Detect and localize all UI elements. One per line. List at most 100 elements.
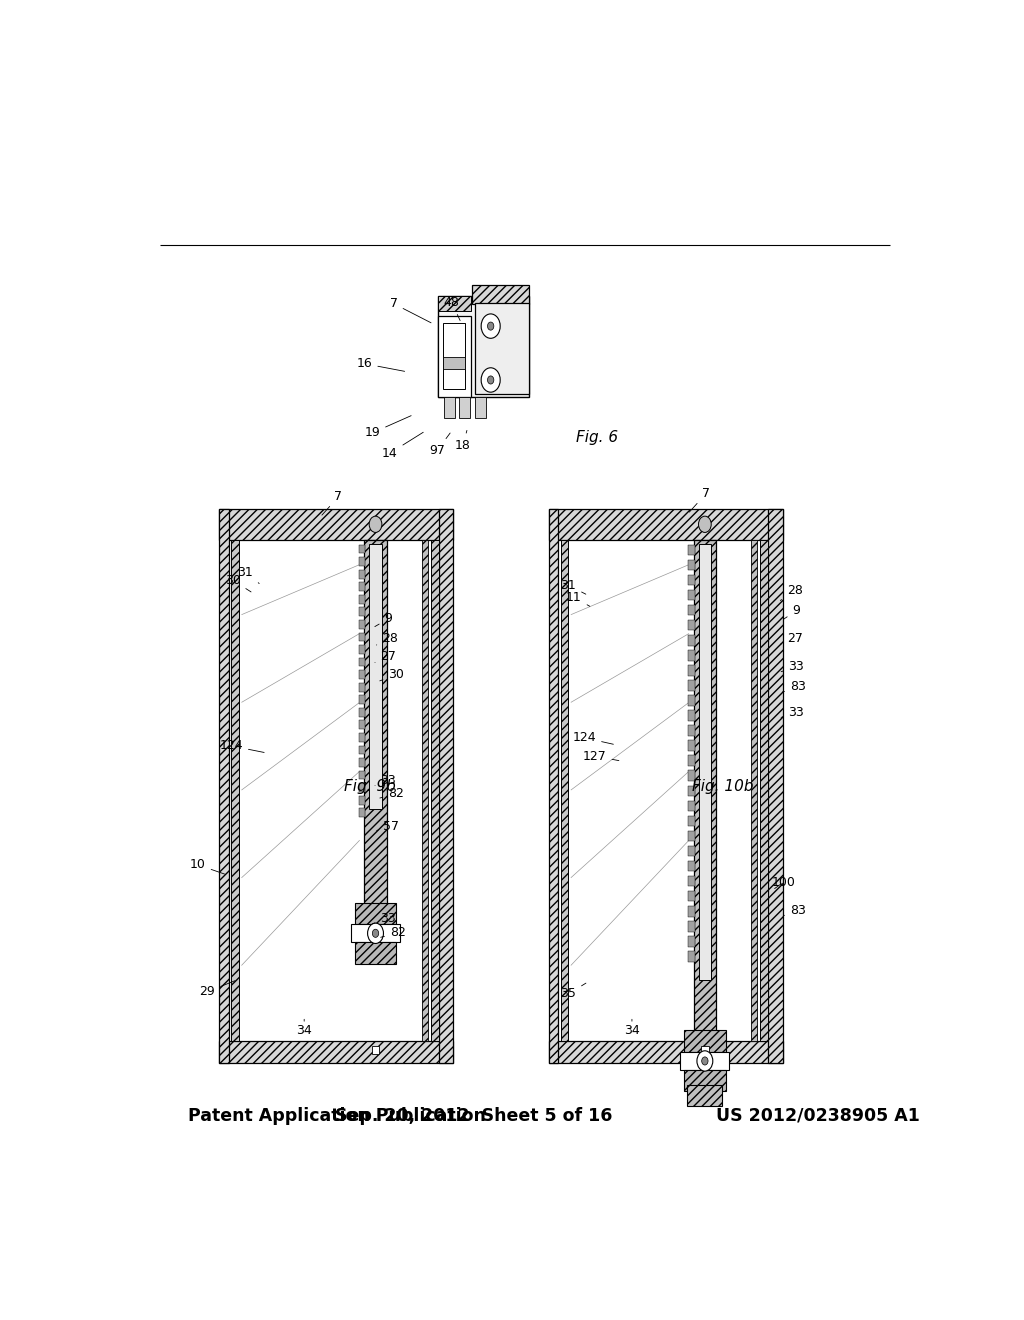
- Bar: [351, 924, 400, 942]
- Text: 9: 9: [375, 612, 392, 627]
- Bar: [688, 830, 694, 841]
- Bar: [688, 635, 694, 645]
- Text: 30: 30: [225, 574, 251, 591]
- Bar: [688, 936, 694, 946]
- Bar: [358, 721, 366, 729]
- Bar: [688, 816, 694, 826]
- Bar: [761, 540, 768, 1040]
- Bar: [688, 665, 694, 676]
- Bar: [549, 510, 782, 540]
- Bar: [688, 605, 694, 615]
- Bar: [688, 725, 694, 735]
- Bar: [358, 808, 366, 817]
- Bar: [549, 510, 558, 1063]
- Text: 19: 19: [365, 416, 412, 440]
- Text: 31: 31: [560, 578, 586, 594]
- Bar: [437, 315, 471, 397]
- Text: 28: 28: [780, 583, 803, 601]
- Text: Sep. 20, 2012  Sheet 5 of 16: Sep. 20, 2012 Sheet 5 of 16: [335, 1107, 612, 1125]
- Bar: [560, 540, 568, 1040]
- Bar: [358, 632, 366, 642]
- Bar: [358, 607, 366, 616]
- Bar: [688, 921, 694, 932]
- Bar: [475, 302, 528, 395]
- Text: 33: 33: [781, 660, 804, 673]
- Text: 28: 28: [377, 632, 398, 645]
- Bar: [684, 1031, 725, 1052]
- Text: 124: 124: [219, 739, 264, 752]
- Circle shape: [701, 1057, 708, 1065]
- Text: 34: 34: [296, 1019, 312, 1038]
- Text: 34: 34: [624, 1019, 640, 1038]
- Bar: [568, 540, 691, 1040]
- Bar: [700, 1045, 709, 1053]
- Bar: [693, 540, 716, 1036]
- Bar: [688, 649, 694, 660]
- Bar: [437, 296, 471, 312]
- Bar: [358, 545, 366, 553]
- Bar: [358, 771, 366, 779]
- Bar: [355, 942, 396, 964]
- Bar: [439, 510, 454, 1063]
- Text: 100: 100: [771, 875, 796, 888]
- Bar: [684, 1071, 725, 1092]
- Circle shape: [698, 516, 712, 532]
- Text: 82: 82: [381, 927, 406, 940]
- Bar: [355, 903, 396, 924]
- Text: 33: 33: [373, 912, 396, 925]
- Text: 9: 9: [783, 605, 800, 619]
- Text: 127: 127: [583, 750, 618, 763]
- Bar: [358, 645, 366, 653]
- Bar: [372, 1045, 380, 1053]
- Bar: [358, 657, 366, 667]
- Bar: [443, 397, 455, 417]
- Bar: [358, 671, 366, 678]
- Text: 18: 18: [455, 430, 471, 451]
- Bar: [459, 397, 470, 417]
- Circle shape: [373, 929, 379, 937]
- Text: 31: 31: [238, 565, 259, 583]
- Text: 27: 27: [375, 649, 396, 663]
- Bar: [688, 771, 694, 781]
- Text: 97: 97: [429, 433, 451, 457]
- Bar: [688, 620, 694, 631]
- Bar: [688, 590, 694, 601]
- Circle shape: [481, 368, 500, 392]
- Text: Patent Application Publication: Patent Application Publication: [187, 1107, 485, 1125]
- Text: 48: 48: [443, 296, 460, 321]
- Text: Fig. 6: Fig. 6: [577, 430, 618, 445]
- Bar: [688, 741, 694, 751]
- Bar: [688, 696, 694, 706]
- Bar: [768, 510, 782, 1063]
- Bar: [475, 397, 486, 417]
- Bar: [358, 708, 366, 717]
- Text: 30: 30: [380, 668, 404, 681]
- Bar: [688, 680, 694, 690]
- Bar: [687, 1085, 722, 1106]
- Bar: [698, 544, 712, 979]
- Bar: [688, 710, 694, 721]
- Text: 29: 29: [200, 981, 234, 998]
- Circle shape: [487, 376, 494, 384]
- Bar: [688, 560, 694, 570]
- Bar: [370, 544, 382, 809]
- Bar: [688, 846, 694, 857]
- Bar: [443, 356, 465, 368]
- Bar: [422, 540, 428, 1040]
- Circle shape: [481, 314, 500, 338]
- Bar: [688, 801, 694, 812]
- Bar: [358, 796, 366, 805]
- Bar: [751, 540, 758, 1040]
- Text: 27: 27: [780, 632, 803, 644]
- Text: 82: 82: [380, 787, 404, 800]
- Text: 7: 7: [390, 297, 431, 323]
- Text: 7: 7: [689, 487, 710, 512]
- Text: 124: 124: [572, 731, 613, 744]
- Text: US 2012/0238905 A1: US 2012/0238905 A1: [717, 1107, 921, 1125]
- Bar: [688, 906, 694, 916]
- Bar: [358, 682, 366, 692]
- Bar: [219, 510, 454, 540]
- Bar: [688, 545, 694, 556]
- Circle shape: [697, 1051, 713, 1071]
- Text: 35: 35: [560, 983, 586, 1001]
